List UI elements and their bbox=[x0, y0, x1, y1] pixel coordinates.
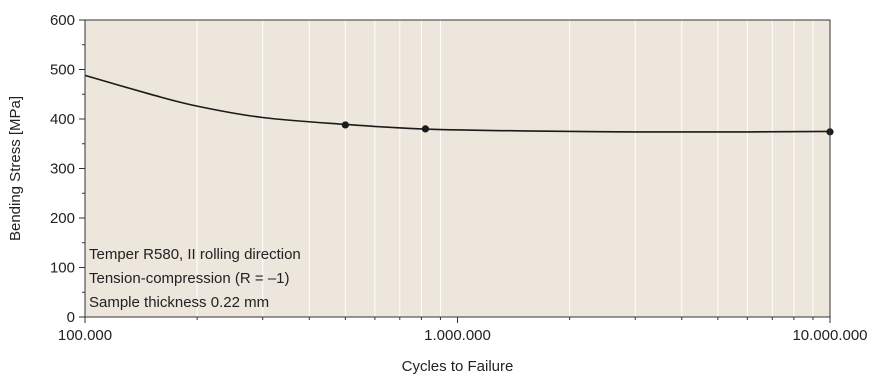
axes bbox=[79, 19, 831, 323]
x-tick-label: 100.000 bbox=[58, 327, 112, 344]
data-point-marker bbox=[421, 125, 429, 133]
y-tick-label: 100 bbox=[50, 260, 75, 277]
annotation-line: Sample thickness 0.22 mm bbox=[89, 294, 269, 311]
plot-area bbox=[85, 20, 830, 317]
annotation-line: Temper R580, II rolling direction bbox=[89, 246, 301, 263]
y-tick-label: 300 bbox=[50, 161, 75, 178]
y-tick-label: 600 bbox=[50, 12, 75, 29]
x-axis-title: Cycles to Failure bbox=[402, 358, 514, 375]
annotation-line: Tension-compression (R = –1) bbox=[89, 270, 290, 287]
y-tick-label: 0 bbox=[67, 309, 75, 326]
series-layer bbox=[84, 74, 834, 136]
x-tick-label: 10.000.000 bbox=[792, 327, 867, 344]
series-line bbox=[84, 74, 831, 133]
tick-labels: 0 100 200 300 400 500 600 100.000 1.000.000 10.00… bbox=[50, 12, 868, 344]
data-point-marker bbox=[341, 121, 349, 129]
annotation-box: Temper R580, II rolling direction Tensio… bbox=[89, 246, 301, 311]
x-tick-label: 1.000.000 bbox=[424, 327, 491, 344]
y-tick-label: 500 bbox=[50, 62, 75, 79]
y-axis-title: Bending Stress [MPa] bbox=[7, 96, 24, 241]
y-tick-label: 200 bbox=[50, 210, 75, 227]
grid-lines bbox=[196, 20, 814, 317]
y-tick-label: 400 bbox=[50, 111, 75, 128]
